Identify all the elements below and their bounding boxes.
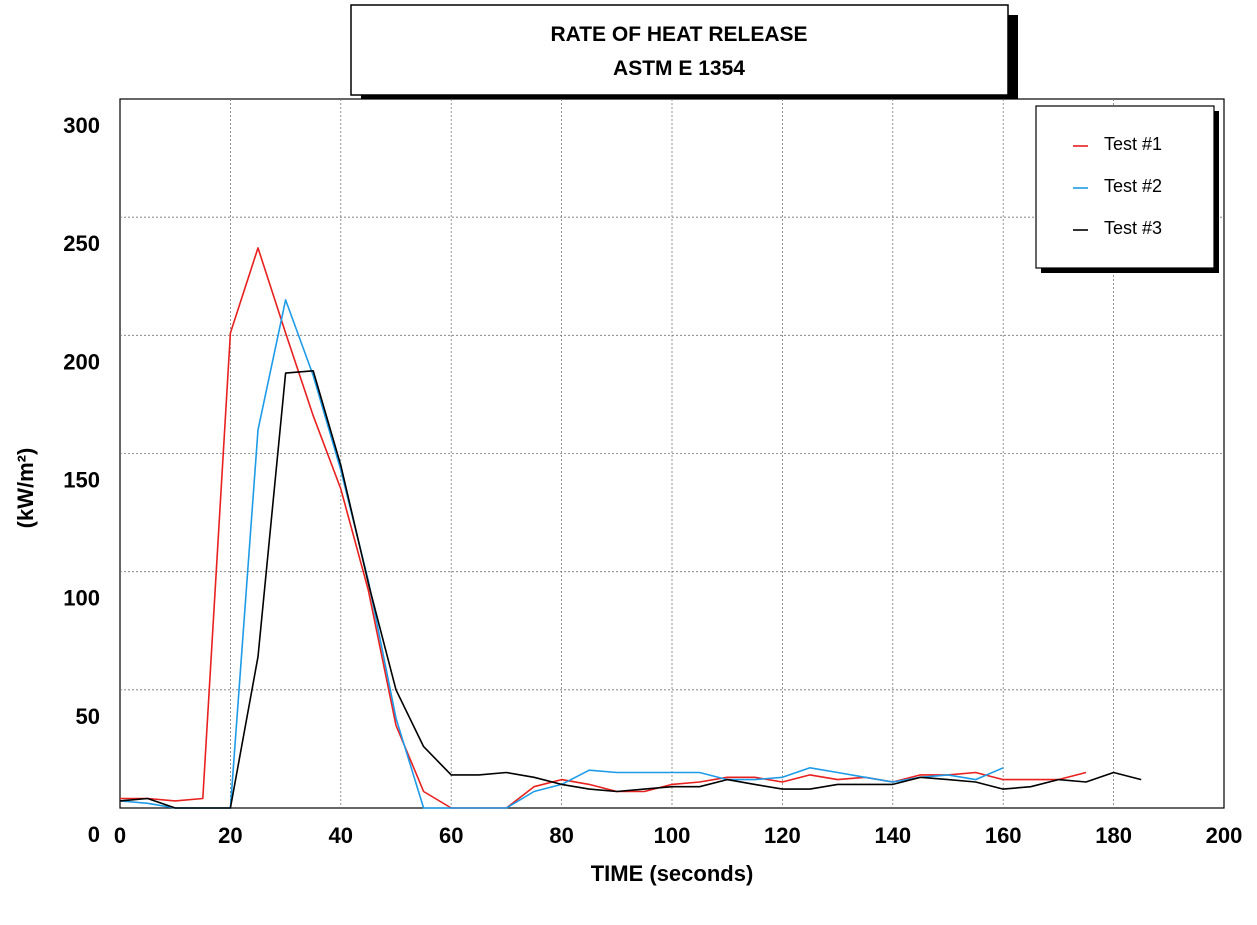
title-box-frame [350, 4, 1009, 96]
y-tick-label: 100 [63, 586, 100, 611]
y-tick-label: 0 [88, 822, 100, 847]
x-tick-label: 180 [1095, 823, 1132, 848]
y-tick-label: 300 [63, 113, 100, 138]
x-tick-label: 140 [874, 823, 911, 848]
series-lines [119, 247, 1142, 809]
y-tick-label: 50 [76, 704, 100, 729]
legend: Test #1 Test #2 Test #3 [1035, 105, 1219, 273]
chart-title-line1: RATE OF HEAT RELEASE [550, 23, 807, 46]
x-tick-label: 20 [218, 823, 242, 848]
x-tick-label: 80 [549, 823, 573, 848]
y-tick-label: 200 [63, 349, 100, 374]
x-tick-label: 120 [764, 823, 801, 848]
x-tick-label: 160 [985, 823, 1022, 848]
legend-label-test-1: Test #1 [1104, 134, 1162, 154]
x-axis-label: TIME (seconds) [591, 861, 754, 886]
legend-label-test-3: Test #3 [1104, 218, 1162, 238]
y-tick-label: 250 [63, 231, 100, 256]
x-tick-label: 40 [329, 823, 353, 848]
tick-labels: 0 20 40 60 80 100 120 140 160 180 200 0 50 100 150 200 2… [63, 113, 1242, 848]
x-tick-label: 100 [654, 823, 691, 848]
x-tick-label: 0 [114, 823, 126, 848]
x-tick-label: 60 [439, 823, 463, 848]
legend-items: Test #1 Test #2 Test #3 [1073, 134, 1162, 238]
legend-frame [1035, 105, 1215, 269]
chart-title-line2: ASTM E 1354 [613, 57, 745, 80]
x-tick-label: 200 [1206, 823, 1243, 848]
series-line-test-3 [119, 369, 1142, 809]
y-axis-label: (kW/m²) [13, 448, 38, 529]
title-box: RATE OF HEAT RELEASE ASTM E 1354 [350, 4, 1018, 105]
legend-label-test-2: Test #2 [1104, 176, 1162, 196]
y-tick-label: 150 [63, 468, 100, 493]
